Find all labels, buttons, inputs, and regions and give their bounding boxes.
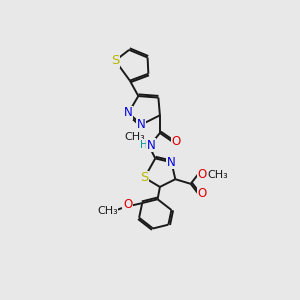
Text: H: H [140, 140, 148, 150]
Text: CH₃: CH₃ [97, 206, 118, 216]
Text: CH₃: CH₃ [124, 132, 145, 142]
Text: N: N [137, 118, 146, 131]
Text: O: O [198, 168, 207, 181]
Text: S: S [140, 171, 149, 184]
Text: O: O [123, 198, 132, 211]
Text: N: N [124, 106, 133, 119]
Text: O: O [198, 187, 207, 200]
Text: N: N [147, 139, 156, 152]
Text: N: N [167, 156, 176, 169]
Text: O: O [172, 135, 181, 148]
Text: S: S [111, 54, 119, 67]
Text: CH₃: CH₃ [207, 170, 228, 180]
